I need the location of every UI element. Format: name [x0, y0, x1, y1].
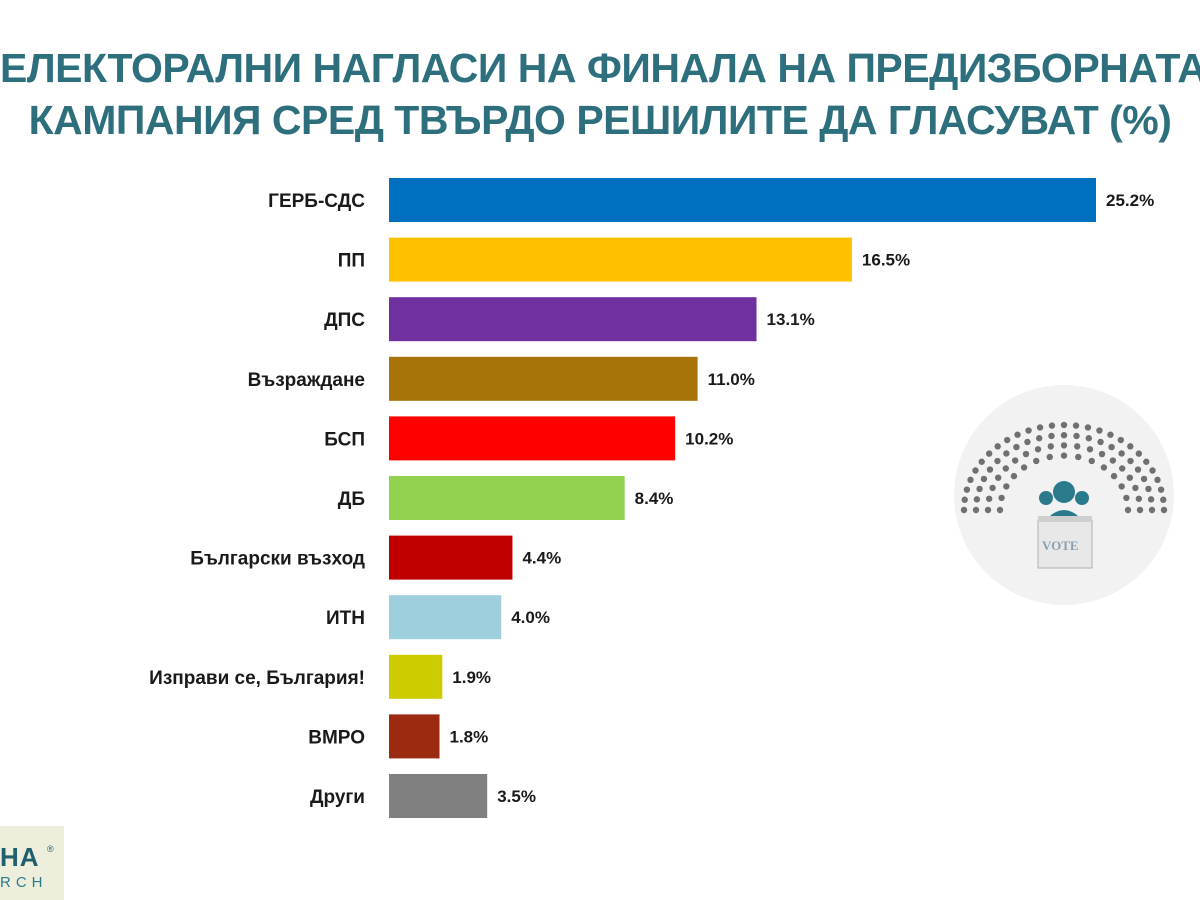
bar: [389, 178, 1096, 222]
category-label: Изправи се, България!: [149, 668, 365, 689]
bar: [389, 297, 757, 342]
category-label: ДБ: [338, 489, 365, 510]
value-label: 1.9%: [452, 668, 491, 687]
bar: [389, 774, 488, 818]
bar: [389, 416, 676, 461]
category-label: ИТН: [326, 608, 365, 629]
value-label: 13.1%: [767, 310, 815, 329]
chart-title-line-2: КАМПАНИЯ СРЕД ТВЪРДО РЕШИЛИТЕ ДА ГЛАСУВА…: [28, 97, 1172, 143]
value-label: 16.5%: [862, 251, 910, 270]
chart-title-line-1: ЕЛЕКТОРАЛНИ НАГЛАСИ НА ФИНАЛА НА ПРЕДИЗБ…: [0, 45, 1200, 91]
value-label: 11.0%: [708, 370, 755, 389]
company-logo: HA ® RCH: [0, 826, 64, 900]
bar: [389, 356, 698, 401]
logo-registered-mark: ®: [47, 844, 54, 854]
category-label: Други: [310, 787, 365, 808]
bar: [389, 535, 513, 580]
bars-group: ГЕРБ-СДС 25.2% ПП 16.5% ДПС 13.1% Възраждане 11…: [149, 178, 1154, 818]
category-label: ПП: [338, 251, 365, 272]
bar: [389, 714, 440, 759]
value-label: 4.4%: [522, 549, 561, 568]
value-label: 4.0%: [511, 608, 550, 627]
logo-text-top: HA: [0, 842, 40, 872]
logo-text-bottom: RCH: [0, 874, 48, 891]
bar: [389, 595, 502, 640]
value-label: 8.4%: [635, 489, 674, 508]
bar: [389, 654, 443, 699]
value-label: 10.2%: [685, 429, 733, 448]
category-label: БСП: [324, 429, 365, 450]
chart-title: ЕЛЕКТОРАЛНИ НАГЛАСИ НА ФИНАЛА НА ПРЕДИЗБ…: [0, 42, 1200, 146]
bar: [389, 476, 625, 520]
value-label: 25.2%: [1106, 191, 1154, 210]
category-label: ГЕРБ-СДС: [268, 191, 365, 212]
category-label: Български възход: [190, 549, 365, 570]
category-label: ВМРО: [308, 727, 365, 748]
category-label: Възраждане: [248, 370, 365, 391]
category-label: ДПС: [324, 310, 365, 331]
svg-text:VOTE: VOTE: [1042, 538, 1079, 553]
value-label: 1.8%: [450, 727, 489, 746]
bar: [389, 237, 852, 282]
parliament-vote-icon: VOTE: [954, 385, 1174, 605]
value-label: 3.5%: [497, 787, 536, 806]
